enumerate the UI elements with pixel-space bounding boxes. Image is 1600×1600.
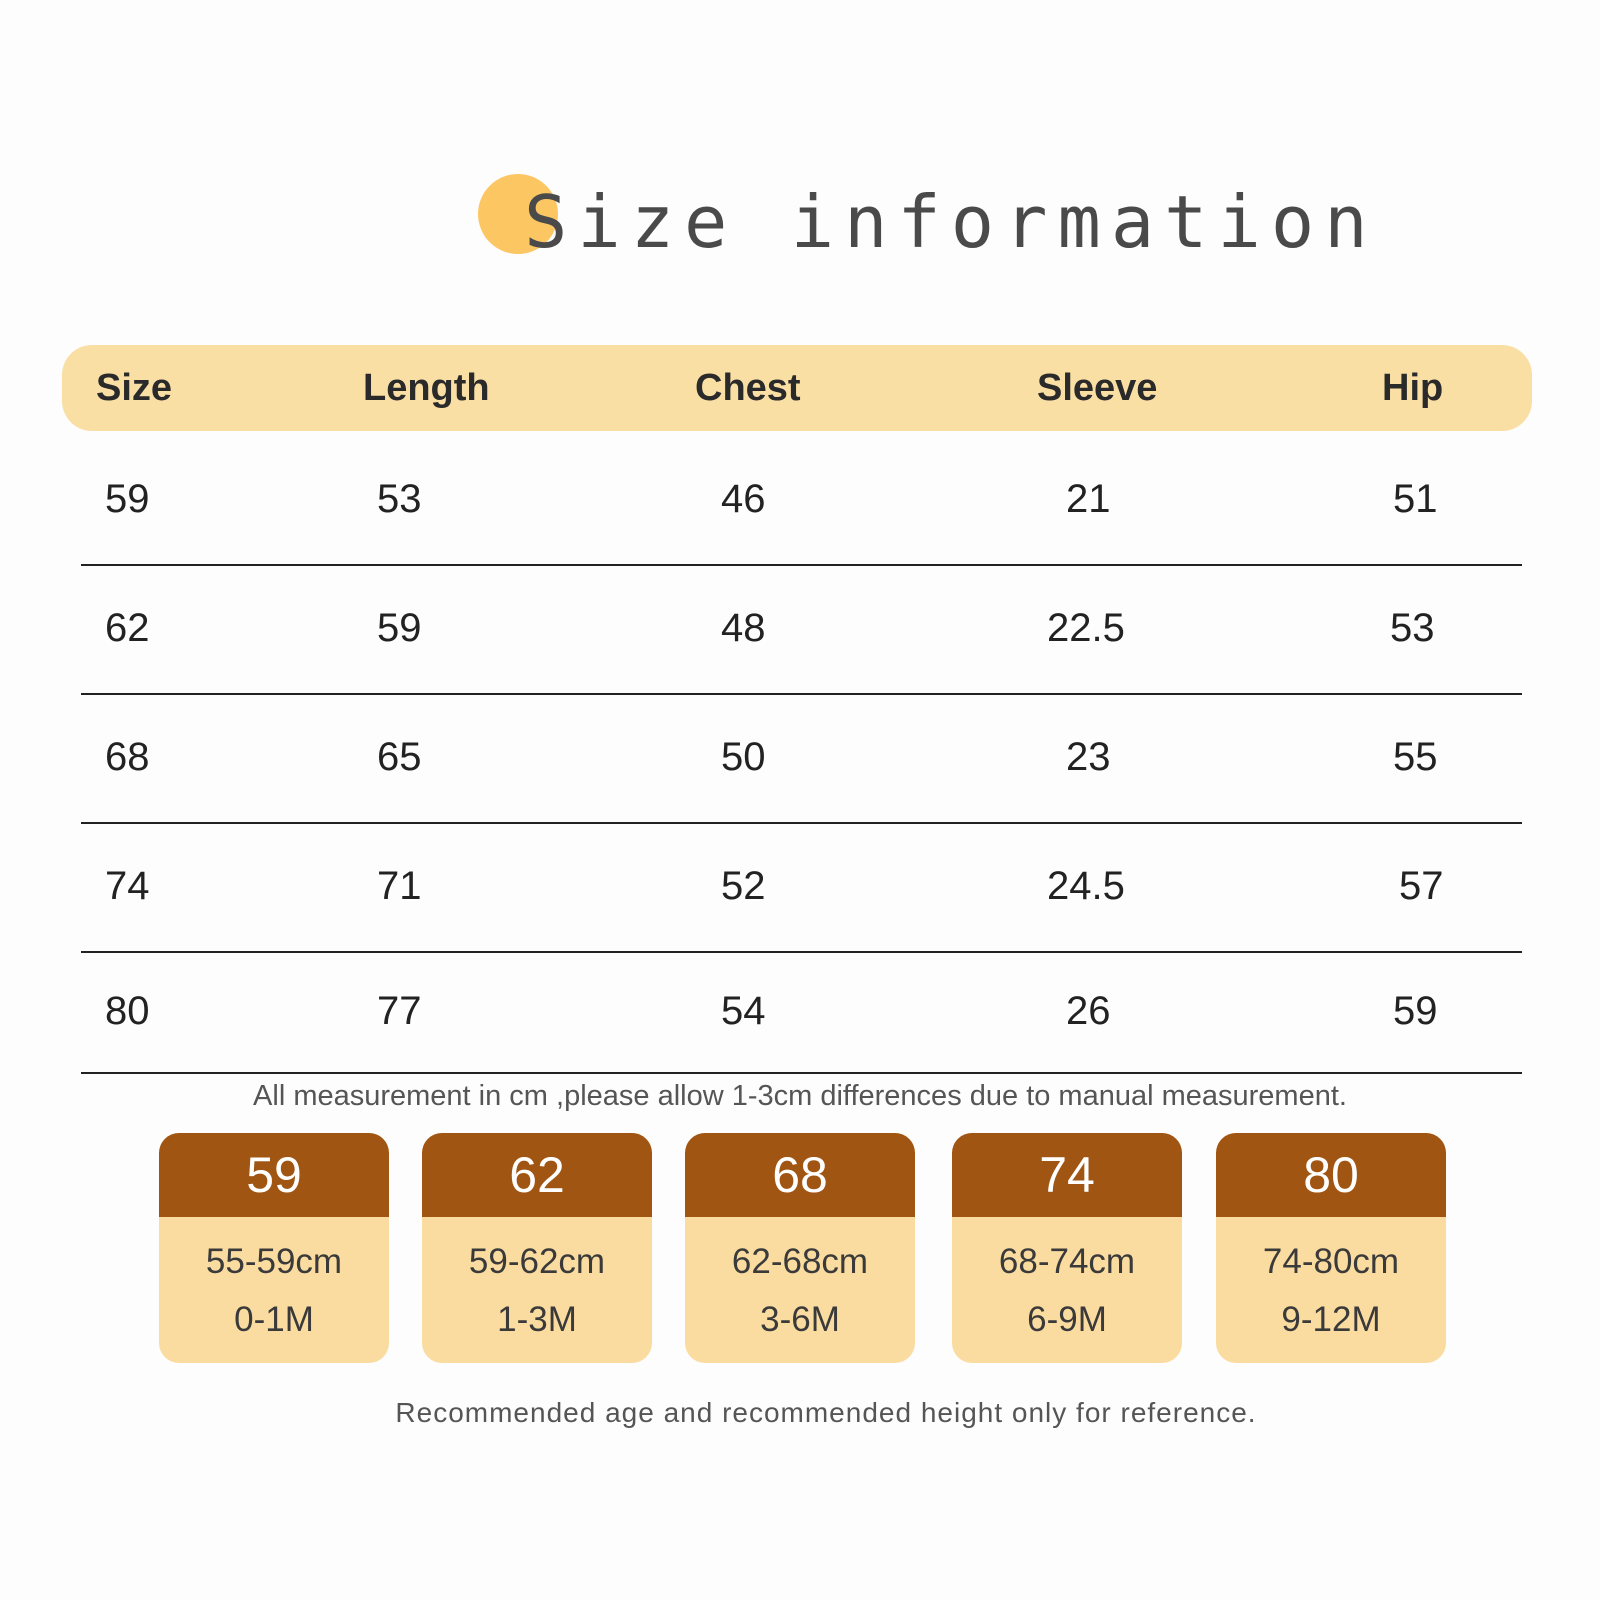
size-card: 74 68-74cm 6-9M	[952, 1133, 1182, 1363]
cell-chest: 48	[721, 606, 766, 650]
cell-sleeve: 22.5	[1047, 606, 1125, 650]
card-height: 62-68cm	[731, 1242, 869, 1281]
header-chest: Chest	[695, 367, 801, 409]
header-length: Length	[363, 367, 490, 409]
cell-size: 59	[105, 477, 150, 521]
card-size: 62	[422, 1133, 652, 1217]
header-sleeve: Sleeve	[1037, 367, 1158, 409]
cell-chest: 52	[721, 864, 766, 908]
cell-length: 65	[377, 735, 422, 779]
cell-length: 77	[377, 989, 422, 1033]
cell-length: 71	[377, 864, 422, 908]
cell-size: 68	[105, 735, 150, 779]
cell-hip: 53	[1390, 606, 1435, 650]
header-size: Size	[96, 367, 173, 409]
cell-hip: 57	[1399, 864, 1444, 908]
cell-chest: 54	[721, 989, 766, 1033]
table-row: 68 65 50 23 55	[81, 694, 1522, 824]
header-hip: Hip	[1382, 367, 1444, 409]
cell-sleeve: 21	[1066, 477, 1111, 521]
reference-footnote: Recommended age and recommended height o…	[395, 1397, 1257, 1428]
cell-length: 59	[377, 606, 422, 650]
size-card: 80 74-80cm 9-12M	[1216, 1133, 1446, 1363]
card-height: 55-59cm	[205, 1242, 343, 1281]
cell-chest: 46	[721, 477, 766, 521]
card-height: 68-74cm	[998, 1242, 1136, 1281]
card-height: 74-80cm	[1262, 1242, 1400, 1281]
table-row: 62 59 48 22.5 53	[81, 565, 1522, 695]
cell-hip: 59	[1393, 989, 1438, 1033]
card-height: 59-62cm	[468, 1242, 606, 1281]
card-age: 0-1M	[234, 1300, 314, 1339]
cell-sleeve: 24.5	[1047, 864, 1125, 908]
card-age: 3-6M	[760, 1300, 840, 1339]
cell-size: 80	[105, 989, 150, 1033]
table-row: 59 53 46 21 51	[81, 436, 1522, 566]
cell-sleeve: 23	[1066, 735, 1111, 779]
size-card: 59 55-59cm 0-1M	[159, 1133, 389, 1363]
cell-sleeve: 26	[1066, 989, 1111, 1033]
size-card: 68 62-68cm 3-6M	[685, 1133, 915, 1363]
card-age: 9-12M	[1281, 1300, 1381, 1339]
card-size: 74	[952, 1133, 1182, 1217]
card-size: 68	[685, 1133, 915, 1217]
cell-hip: 51	[1393, 477, 1438, 521]
card-size: 80	[1216, 1133, 1446, 1217]
cell-chest: 50	[721, 735, 766, 779]
title-area: Size information	[0, 172, 1600, 272]
cell-length: 53	[377, 477, 422, 521]
size-card: 62 59-62cm 1-3M	[422, 1133, 652, 1363]
size-table-header: Size Length Chest Sleeve Hip	[62, 345, 1532, 431]
cell-hip: 55	[1393, 735, 1438, 779]
card-age: 6-9M	[1027, 1300, 1107, 1339]
cell-size: 62	[105, 606, 150, 650]
page-title: Size information	[524, 180, 1378, 264]
title-circle-decoration	[478, 174, 558, 254]
table-row: 80 77 54 26 59	[81, 952, 1522, 1074]
measurement-note: All measurement in cm ,please allow 1-3c…	[253, 1080, 1347, 1112]
cell-size: 74	[105, 864, 150, 908]
card-size: 59	[159, 1133, 389, 1217]
card-age: 1-3M	[497, 1300, 577, 1339]
table-row: 74 71 52 24.5 57	[81, 823, 1522, 953]
